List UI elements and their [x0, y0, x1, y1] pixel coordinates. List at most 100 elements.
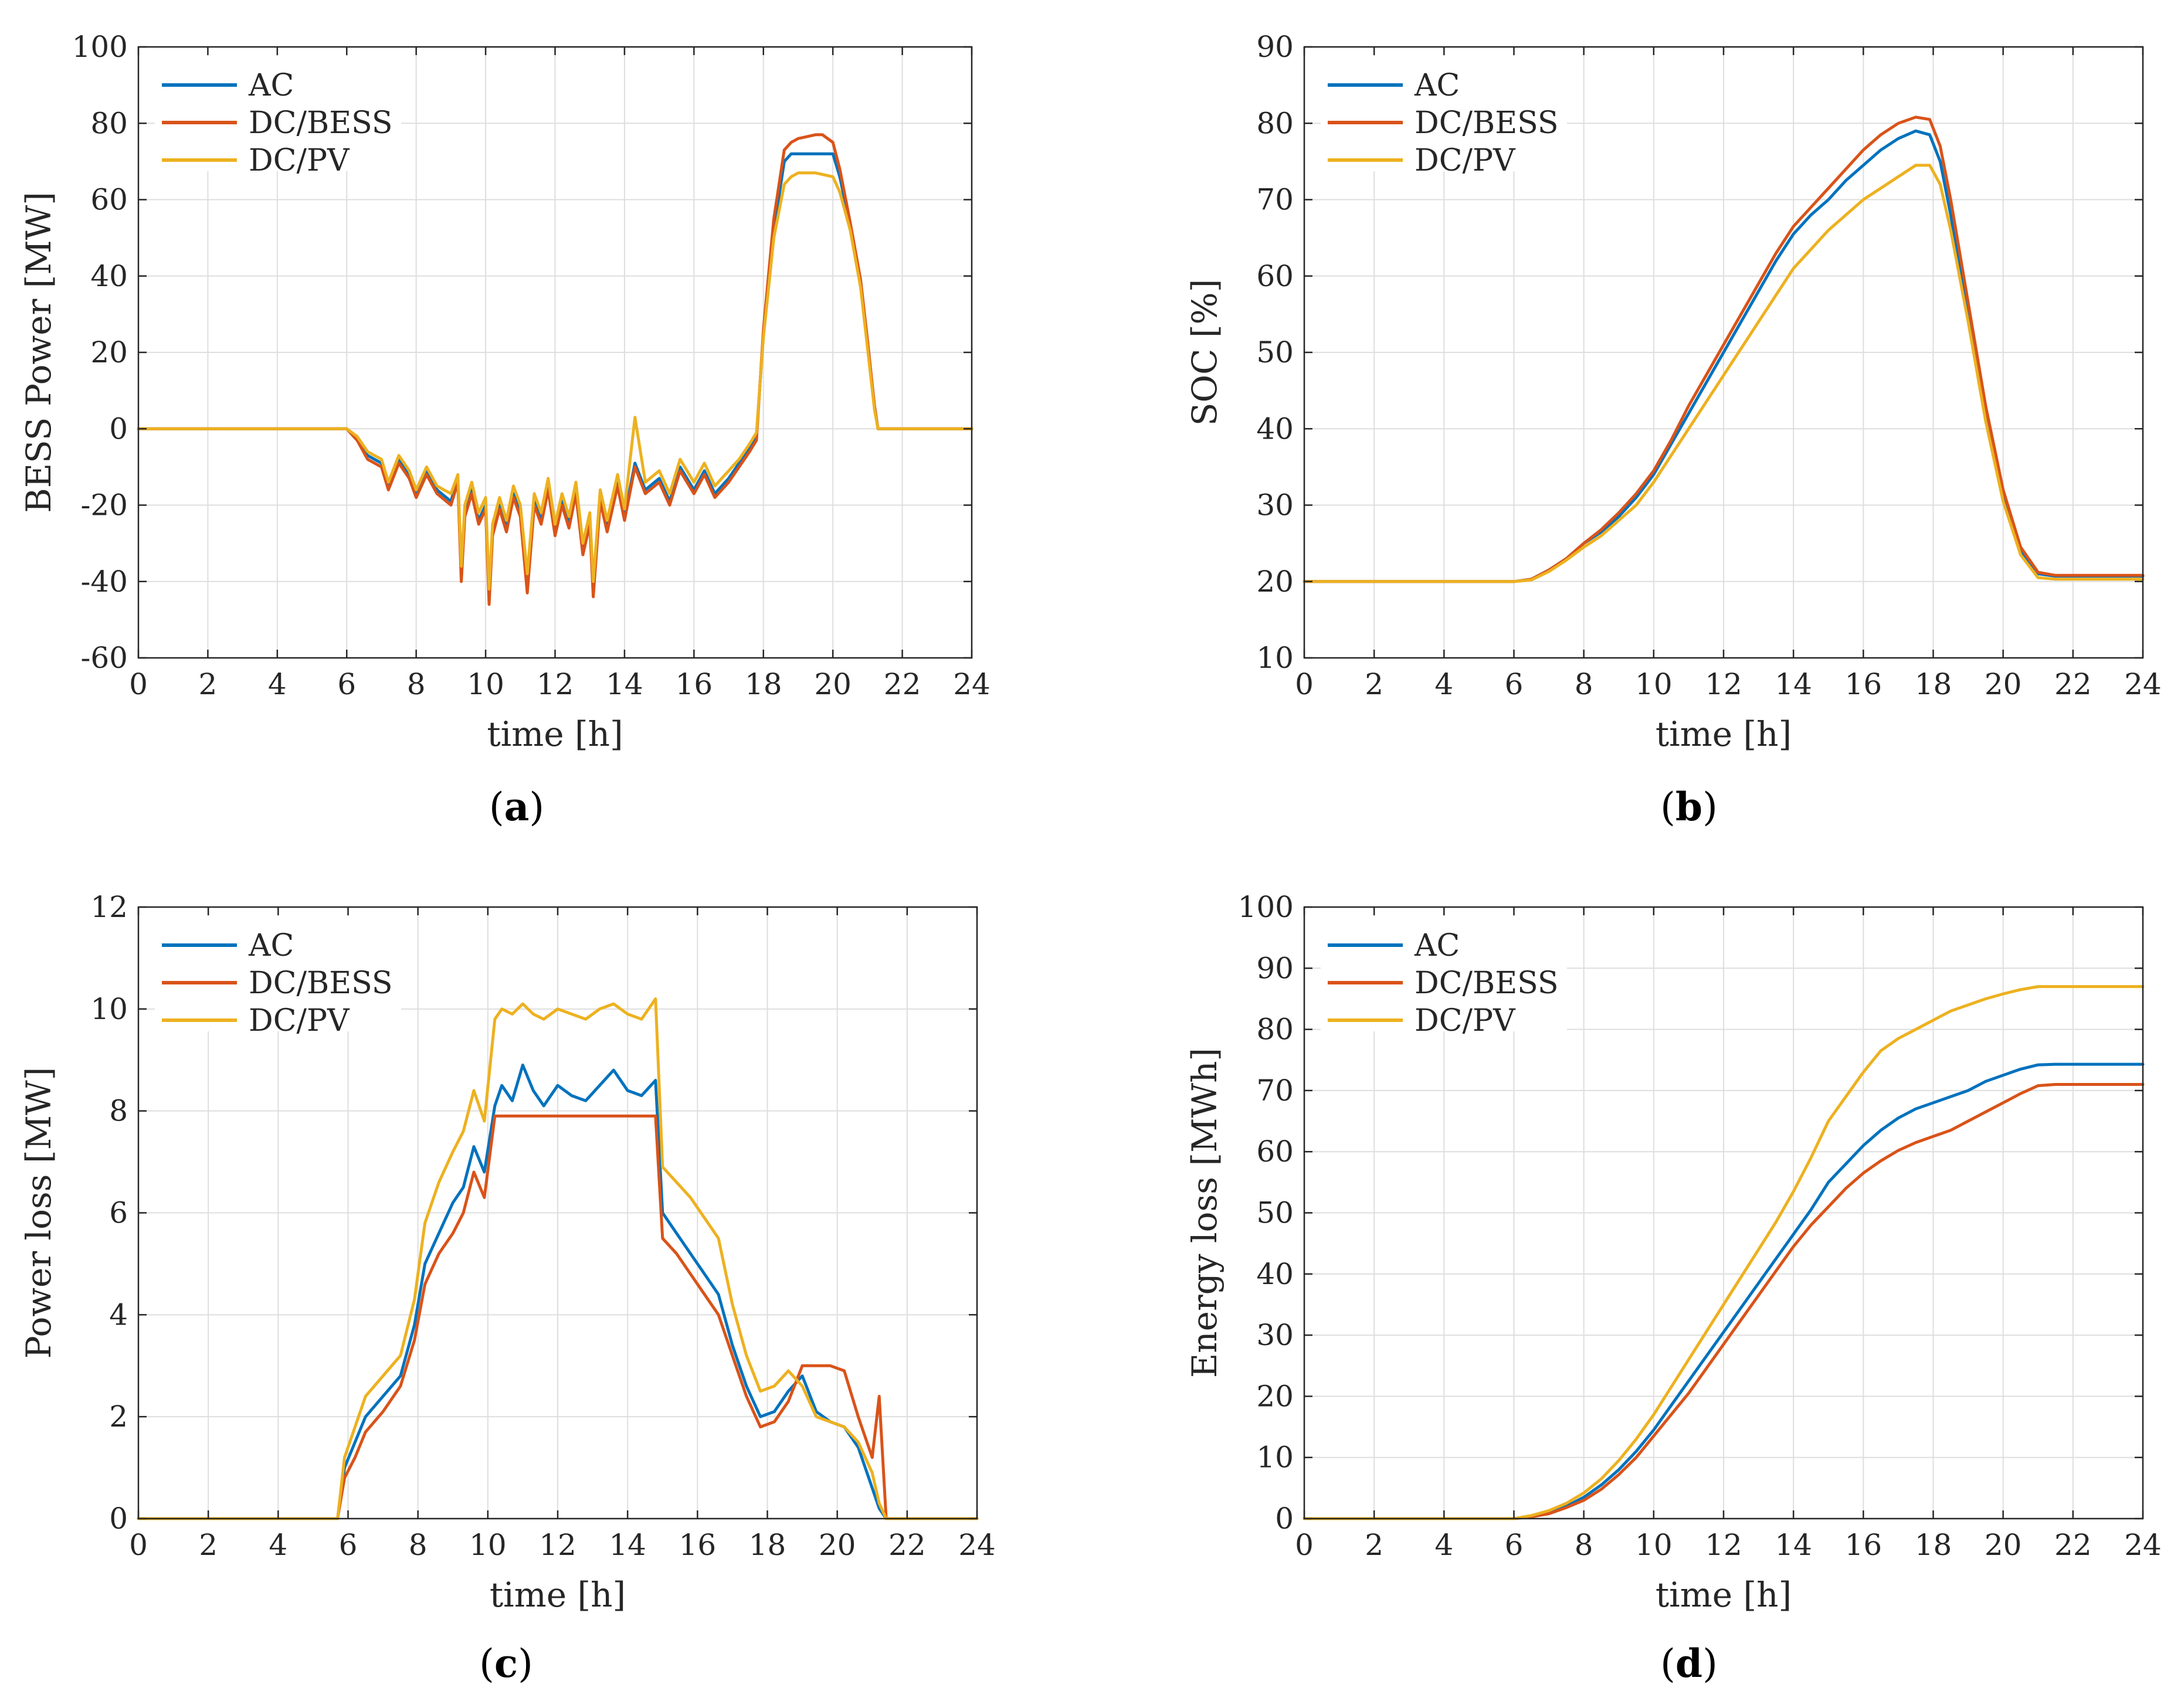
y-tick-label: 12 — [90, 890, 128, 924]
series-line-dc-bess — [1303, 116, 2145, 583]
x-tick-label: 4 — [268, 667, 287, 701]
y-tick-label: 20 — [1256, 1379, 1294, 1413]
x-tick-label: 4 — [269, 1528, 287, 1562]
panel-caption: (c) — [479, 1641, 533, 1686]
y-tick-label: 30 — [1256, 488, 1294, 522]
x-tick-label: 0 — [129, 667, 148, 701]
series-line-ac — [1303, 1062, 2145, 1520]
y-tick-label: 10 — [1256, 641, 1294, 675]
y-axis-label: Energy loss [MWh] — [1185, 1048, 1225, 1378]
x-tick-label: 6 — [337, 667, 356, 701]
y-tick-label: 90 — [1256, 30, 1294, 64]
series-line-dc-pv — [1303, 985, 2145, 1520]
y-tick-label: 90 — [1256, 951, 1294, 985]
caption-letter: c — [494, 1641, 518, 1686]
legend-background — [1321, 56, 1567, 171]
x-tick-label: 14 — [606, 667, 643, 701]
y-tick-label: 50 — [1256, 1196, 1294, 1230]
y-axis-label: BESS Power [MW] — [19, 192, 59, 513]
x-tick-label: 12 — [537, 667, 574, 701]
y-axis-label: SOC [%] — [1185, 279, 1225, 426]
caption-open-paren: ( — [1660, 785, 1675, 830]
x-tick-label: 0 — [1295, 667, 1314, 701]
x-axis-label: time [h] — [490, 1575, 626, 1615]
y-tick-label: 40 — [1256, 1257, 1294, 1291]
panel-caption: (a) — [489, 784, 544, 830]
series-line-dc-pv — [1303, 164, 2145, 583]
x-tick-label: 18 — [745, 667, 782, 701]
y-tick-label: 70 — [1256, 183, 1294, 217]
x-tick-label: 20 — [814, 667, 852, 701]
legend-label: DC/BESS — [249, 966, 393, 1001]
series-line-dc-bess — [1303, 1083, 2145, 1520]
x-tick-label: 14 — [609, 1528, 646, 1562]
legend-label: DC/BESS — [249, 106, 393, 141]
caption-close-paren: ) — [529, 785, 544, 830]
y-tick-label: 20 — [90, 335, 128, 369]
x-tick-label: 8 — [409, 1528, 428, 1562]
y-tick-label: 2 — [109, 1400, 128, 1434]
x-tick-label: 16 — [679, 1528, 717, 1562]
y-axis-label: Power loss [MW] — [19, 1067, 59, 1359]
x-tick-label: 20 — [819, 1528, 856, 1562]
x-tick-label: 18 — [1915, 1528, 1952, 1562]
y-tick-label: 80 — [90, 106, 128, 140]
legend-label: DC/BESS — [1415, 106, 1559, 141]
y-tick-label: 4 — [109, 1298, 128, 1332]
x-tick-label: 22 — [2054, 1528, 2092, 1562]
x-tick-label: 16 — [1845, 1528, 1882, 1562]
y-tick-label: -20 — [80, 488, 128, 522]
x-tick-label: 22 — [2054, 667, 2092, 701]
y-tick-label: 50 — [1256, 335, 1294, 369]
legend-label: DC/PV — [249, 143, 350, 178]
legend-label: DC/PV — [1415, 1003, 1516, 1038]
y-tick-label: 100 — [1238, 890, 1294, 924]
x-tick-label: 14 — [1775, 1528, 1812, 1562]
caption-close-paren: ) — [1702, 785, 1718, 830]
x-tick-label: 24 — [953, 667, 991, 701]
y-tick-label: 100 — [72, 30, 128, 64]
legend-label: AC — [248, 68, 294, 103]
series-line-dc-bess — [137, 133, 974, 606]
x-tick-label: 6 — [1505, 667, 1524, 701]
y-tick-label: -40 — [80, 565, 128, 599]
x-axis-label: time [h] — [1656, 714, 1792, 754]
x-tick-label: 2 — [1365, 1528, 1383, 1562]
x-tick-label: 10 — [469, 1528, 507, 1562]
x-tick-label: 6 — [1505, 1528, 1524, 1562]
y-tick-label: 40 — [90, 259, 128, 293]
caption-open-paren: ( — [479, 1641, 494, 1686]
x-tick-label: 14 — [1775, 667, 1812, 701]
series-line-dc-pv — [137, 997, 979, 1520]
caption-open-paren: ( — [489, 785, 504, 830]
legend-background — [155, 916, 401, 1031]
x-tick-label: 2 — [199, 1528, 218, 1562]
x-tick-label: 6 — [339, 1528, 358, 1562]
x-tick-label: 20 — [1985, 1528, 2022, 1562]
panel-caption: (b) — [1660, 784, 1718, 830]
caption-letter: b — [1675, 784, 1702, 830]
chart-b: 0 2 4 6 8 10 12 14 16 18 20 22 24102030405060708090t… — [1185, 30, 2162, 830]
y-tick-label: 60 — [1256, 1135, 1294, 1169]
series-line-dc-pv — [137, 171, 974, 591]
legend-background — [155, 56, 401, 171]
x-tick-label: 2 — [199, 667, 218, 701]
x-tick-label: 22 — [884, 667, 921, 701]
x-tick-label: 8 — [1575, 667, 1593, 701]
chart-d: 0 2 4 6 8 10 12 14 16 18 20 22 240102030405060708090… — [1185, 890, 2162, 1686]
y-tick-label: 70 — [1256, 1074, 1294, 1108]
x-axis-label: time [h] — [1656, 1575, 1792, 1615]
x-tick-label: 10 — [1635, 1528, 1673, 1562]
y-tick-label: 20 — [1256, 565, 1294, 599]
series-line-ac — [137, 1063, 979, 1520]
y-tick-label: 6 — [109, 1196, 128, 1230]
x-tick-label: 2 — [1365, 667, 1383, 701]
y-tick-label: 80 — [1256, 106, 1294, 140]
caption-close-paren: ) — [518, 1641, 533, 1686]
x-tick-label: 8 — [407, 667, 426, 701]
